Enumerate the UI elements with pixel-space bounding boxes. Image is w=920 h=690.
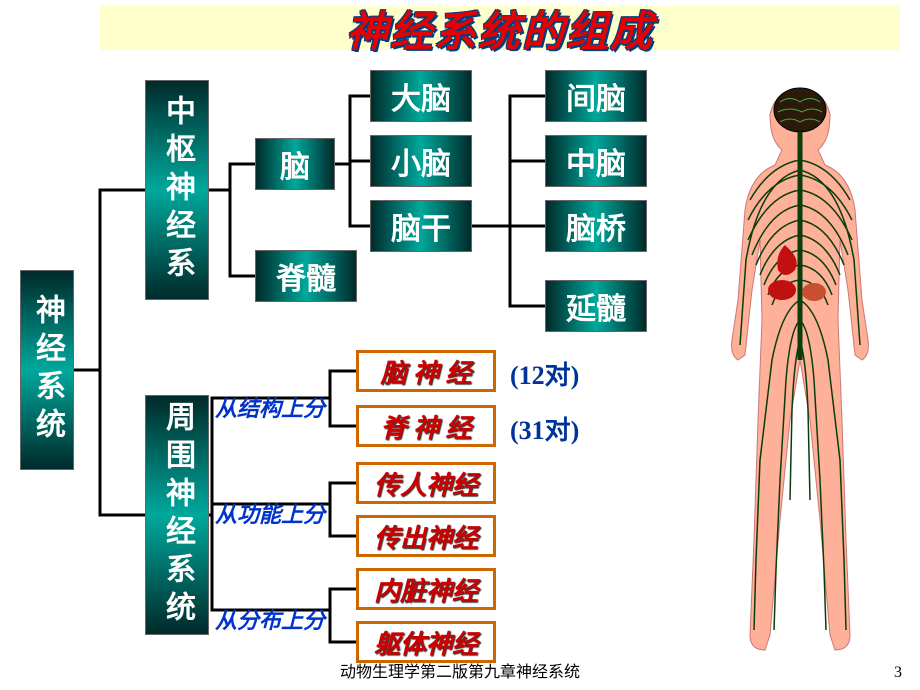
page-title: 神经系统的组成: [346, 0, 654, 59]
title-band: 神经系统的组成: [100, 6, 900, 50]
node-central: 中枢神经系: [145, 80, 209, 300]
page-number: 3: [894, 664, 902, 682]
node-peripheral: 周围神经系统: [145, 395, 209, 635]
node-brain: 脑: [255, 138, 335, 190]
group-label-0: 从结构上分: [215, 391, 325, 423]
node-medulla: 延髓: [545, 280, 647, 332]
node-cerebellum: 小脑: [370, 135, 472, 187]
node-midbrain: 中脑: [545, 135, 647, 187]
node-diencephalon: 间脑: [545, 70, 647, 122]
node-cranial: 脑 神 经: [356, 350, 496, 392]
node-afferent: 传人神经: [356, 462, 496, 504]
node-visceral: 内脏神经: [356, 568, 496, 610]
node-cerebrum: 大脑: [370, 70, 472, 122]
group-label-2: 从分布上分: [215, 603, 325, 635]
node-brainstem: 脑干: [370, 200, 472, 252]
group-label-1: 从功能上分: [215, 497, 325, 529]
node-root: 神经系统: [20, 270, 74, 470]
count-spinalnerve: (31对): [510, 410, 579, 447]
node-pons: 脑桥: [545, 200, 647, 252]
footer-text: 动物生理学第二版第九章神经系统: [0, 658, 920, 682]
count-cranial: (12对): [510, 355, 579, 392]
node-spinalnerve: 脊 神 经: [356, 405, 496, 447]
node-somatic: 躯体神经: [356, 621, 496, 663]
node-efferent: 传出神经: [356, 515, 496, 557]
human-body-nervous-system-image: [690, 60, 910, 660]
node-spinal: 脊髓: [255, 250, 357, 302]
